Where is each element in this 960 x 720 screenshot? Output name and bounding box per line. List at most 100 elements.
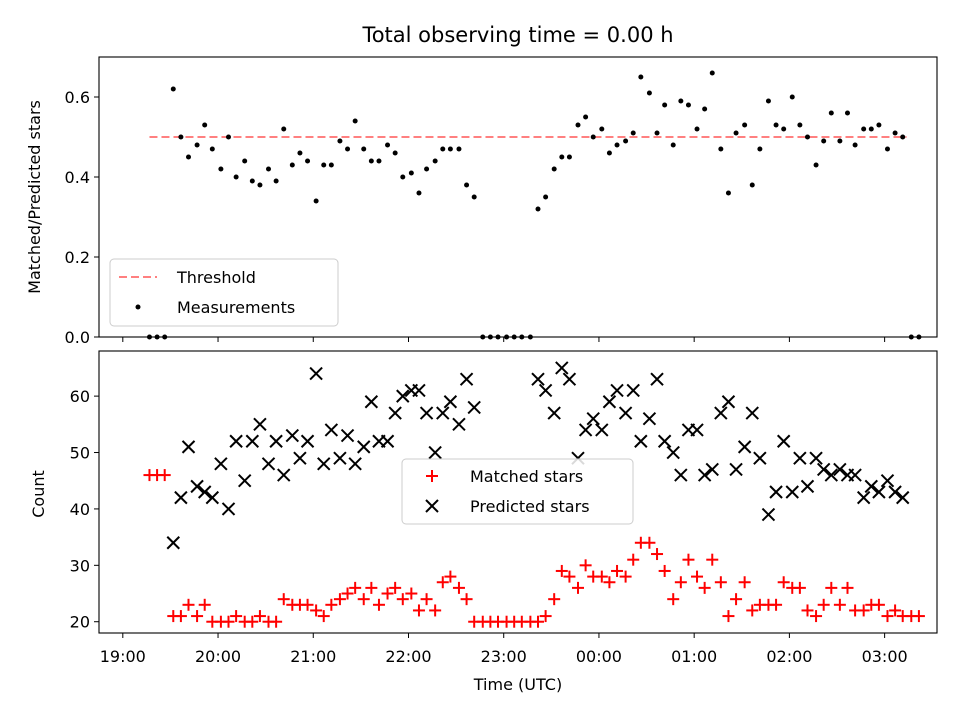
matched-star-point xyxy=(571,581,584,594)
predicted-star-point xyxy=(221,502,236,516)
measurement-point xyxy=(233,174,239,180)
predicted-star-point xyxy=(856,490,871,505)
matched-star-point xyxy=(841,581,854,594)
top-y-ticks: 0.0 0.2 0.4 0.6 xyxy=(65,88,99,347)
measurement-point xyxy=(868,126,874,132)
measurement-point xyxy=(400,174,406,180)
measurement-point xyxy=(361,146,367,152)
measurement-point xyxy=(599,126,605,132)
predicted-star-point xyxy=(793,451,807,465)
predicted-star-point xyxy=(309,366,323,381)
measurement-point xyxy=(670,142,676,148)
measurements-legend-marker xyxy=(135,304,141,310)
measurement-point xyxy=(456,146,462,152)
measurement-point xyxy=(630,130,636,136)
predicted-star-point xyxy=(657,434,672,448)
predicted-star-point xyxy=(714,406,728,420)
measurement-point xyxy=(551,166,557,172)
matched-star-point xyxy=(611,564,624,577)
predicted-star-point xyxy=(586,411,600,426)
matched-star-point xyxy=(810,610,823,623)
predicted-star-point xyxy=(277,468,291,482)
matched-star-point xyxy=(730,593,743,606)
predicted-star-point xyxy=(293,451,307,465)
predicted-star-point xyxy=(333,451,347,465)
measurement-point xyxy=(813,162,819,168)
predicted-star-point xyxy=(769,485,783,499)
measurement-point xyxy=(432,158,438,164)
predicted-star-point xyxy=(237,474,252,488)
bottom-y-tick-label: 40 xyxy=(70,500,90,519)
top-x-tick-marks xyxy=(122,337,886,342)
measurement-point xyxy=(281,126,287,132)
matched-star-point xyxy=(191,610,204,623)
measurement-point xyxy=(471,194,477,200)
predicted-star-point xyxy=(618,406,633,420)
matched-legend-label: Matched stars xyxy=(470,467,583,486)
measurement-point xyxy=(337,138,343,144)
matched-star-point xyxy=(714,576,727,589)
measurement-point xyxy=(718,146,724,152)
predicted-star-point xyxy=(776,434,791,448)
measurement-point xyxy=(392,150,398,156)
matched-star-point xyxy=(872,598,885,611)
matched-star-point xyxy=(667,593,680,606)
measurement-point xyxy=(297,150,303,156)
matched-star-point xyxy=(682,553,695,566)
measurement-point xyxy=(583,114,589,120)
predicted-star-point xyxy=(229,434,243,448)
predicted-star-point xyxy=(833,462,847,477)
predicted-star-point xyxy=(666,445,680,460)
matched-star-point xyxy=(801,604,814,617)
predicted-star-point xyxy=(737,440,752,454)
predicted-legend-label: Predicted stars xyxy=(470,497,590,516)
predicted-star-point xyxy=(816,462,831,477)
bottom-y-axis-label: Count xyxy=(29,470,48,518)
predicted-star-point xyxy=(650,372,664,386)
measurement-point xyxy=(424,166,430,172)
matched-star-point xyxy=(381,587,394,600)
predicted-star-point xyxy=(824,468,839,482)
bottom-y-tick-label: 30 xyxy=(70,556,90,575)
predicted-star-point xyxy=(436,406,450,420)
matched-star-point xyxy=(349,581,362,594)
predicted-star-point xyxy=(626,383,640,398)
matched-star-point xyxy=(372,598,385,611)
measurement-point xyxy=(266,166,272,172)
matched-star-point xyxy=(833,598,846,611)
matched-star-point xyxy=(452,581,465,594)
matched-star-point xyxy=(912,610,925,623)
measurement-point xyxy=(194,142,200,148)
predicted-star-point xyxy=(300,434,315,448)
matched-star-point xyxy=(563,570,576,583)
predicted-star-point xyxy=(785,485,799,499)
predicted-star-point xyxy=(357,440,371,454)
measurement-point xyxy=(702,106,708,112)
measurement-point xyxy=(828,110,834,116)
matched-star-point xyxy=(651,548,664,561)
predicted-star-point xyxy=(197,485,212,499)
matched-star-point xyxy=(357,593,370,606)
x-tick-label: 20:00 xyxy=(195,647,241,666)
bottom-legend-box xyxy=(401,458,634,525)
ratio-panel: Total observing time = 0.00 h Matched/Pr… xyxy=(25,23,938,347)
x-axis-label: Time (UTC) xyxy=(473,675,562,694)
predicted-star-point xyxy=(809,451,823,465)
matched-star-point xyxy=(777,576,790,589)
bottom-legend: Matched stars Predicted stars xyxy=(401,458,634,525)
measurement-point xyxy=(209,146,215,152)
x-tick-label: 23:00 xyxy=(481,647,527,666)
matched-star-point xyxy=(889,604,902,617)
top-plot-marks xyxy=(146,70,922,340)
measurement-point xyxy=(559,154,565,160)
matched-star-point xyxy=(158,469,171,482)
predicted-star-point xyxy=(555,361,569,375)
measurement-point xyxy=(368,158,374,164)
matched-star-point xyxy=(531,615,544,628)
measurement-point xyxy=(797,122,803,128)
measurement-point xyxy=(654,130,660,136)
measurement-point xyxy=(305,158,311,164)
matched-star-point xyxy=(444,570,457,583)
matched-star-point xyxy=(405,587,418,600)
x-tick-label: 00:00 xyxy=(576,647,622,666)
